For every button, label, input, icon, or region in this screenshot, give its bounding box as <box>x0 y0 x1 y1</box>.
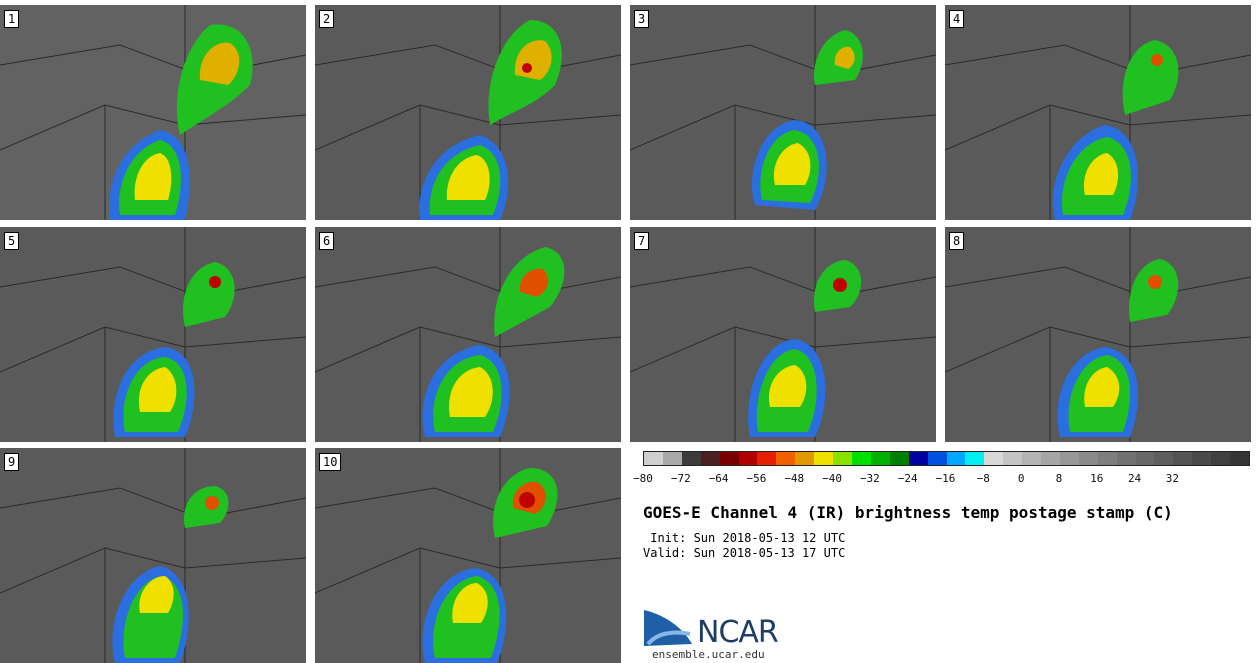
ir-map <box>630 5 936 220</box>
colorbar-swatch <box>1078 452 1098 465</box>
colorbar-swatch <box>1041 452 1060 465</box>
stamp-panel-6: 6 <box>315 227 621 442</box>
ir-map <box>315 227 621 442</box>
stamp-panel-8: 8 <box>945 227 1251 442</box>
ir-map <box>630 227 936 442</box>
colorbar-tick-label: −40 <box>822 472 842 485</box>
ir-map <box>945 227 1251 442</box>
panel-label: 5 <box>4 232 20 250</box>
colorbar-swatch <box>833 452 852 465</box>
stamp-panel-9: 9 <box>0 448 306 663</box>
colorbar-tick-label: 0 <box>1017 472 1025 485</box>
colorbar-swatch <box>1211 452 1231 465</box>
colorbar-swatch <box>889 452 909 465</box>
stamp-panel-7: 7 <box>630 227 936 442</box>
colorbar-swatch <box>1230 452 1249 465</box>
colorbar-swatch <box>1097 452 1117 465</box>
colorbar-swatch <box>965 452 985 465</box>
ir-map <box>315 448 621 663</box>
figure-title: GOES-E Channel 4 (IR) brightness temp po… <box>643 503 1173 522</box>
panel-label: 8 <box>949 232 965 250</box>
colorbar-swatch <box>757 452 777 465</box>
stamp-panel-2: 2 <box>315 5 621 220</box>
colorbar-tick-label: 16 <box>1090 472 1104 485</box>
panel-label: 10 <box>319 453 342 471</box>
colorbar-swatch <box>776 452 796 465</box>
ir-map <box>315 5 621 220</box>
colorbar-swatch <box>984 452 1004 465</box>
colorbar-swatch <box>814 452 834 465</box>
stamp-panel-10: 10 <box>315 448 621 663</box>
ir-map <box>945 5 1251 220</box>
colorbar-swatch <box>700 452 720 465</box>
colorbar-swatch <box>644 452 663 465</box>
colorbar-tick-label: 8 <box>1055 472 1063 485</box>
colorbar-tick-label: −16 <box>935 472 956 485</box>
colorbar-swatch <box>1116 452 1136 465</box>
panel-label: 1 <box>4 10 20 28</box>
colorbar-tick-label: −80 <box>633 472 653 485</box>
ir-map <box>0 227 306 442</box>
colorbar-tick-label: −24 <box>897 472 918 485</box>
colorbar-swatch <box>927 452 947 465</box>
colorbar-tick-label: −8 <box>976 472 990 485</box>
colorbar-swatch <box>1154 452 1174 465</box>
stamp-panel-4: 4 <box>945 5 1251 220</box>
colorbar-swatch <box>946 452 966 465</box>
panel-label: 3 <box>634 10 650 28</box>
colorbar-tick-label: −64 <box>708 472 729 485</box>
ir-map <box>0 448 306 663</box>
colorbar-swatch <box>681 452 701 465</box>
colorbar-tick-label: 24 <box>1127 472 1142 485</box>
colorbar-swatch <box>662 452 682 465</box>
panel-label: 7 <box>634 232 650 250</box>
colorbar-tick-label: −32 <box>859 472 880 485</box>
colorbar-tick-label: −48 <box>784 472 805 485</box>
panel-label: 2 <box>319 10 335 28</box>
panel-label: 4 <box>949 10 965 28</box>
ir-map <box>0 5 306 220</box>
colorbar-swatch <box>1059 452 1079 465</box>
stamp-panel-3: 3 <box>630 5 936 220</box>
colorbar-swatch <box>908 452 928 465</box>
colorbar-swatch <box>1022 452 1042 465</box>
colorbar <box>643 451 1250 466</box>
colorbar-swatch <box>738 452 758 465</box>
colorbar-swatch <box>1173 452 1193 465</box>
ncar-logo-text: NCAR <box>697 615 779 650</box>
colorbar-swatch <box>1192 452 1212 465</box>
colorbar-tick-label: −56 <box>746 472 767 485</box>
panel-label: 9 <box>4 453 20 471</box>
colorbar-swatch <box>851 452 871 465</box>
colorbar-swatch <box>870 452 890 465</box>
colorbar-swatch <box>719 452 739 465</box>
stamp-panel-1: 1 <box>0 5 306 220</box>
colorbar-tick-label: 32 <box>1165 472 1179 485</box>
valid-time: Valid: Sun 2018-05-13 17 UTC <box>643 546 846 560</box>
init-time: Init: Sun 2018-05-13 12 UTC <box>643 531 846 545</box>
panel-label: 6 <box>319 232 335 250</box>
site-url: ensemble.ucar.edu <box>652 648 765 661</box>
colorbar-swatch <box>795 452 815 465</box>
colorbar-swatch <box>1135 452 1155 465</box>
stamp-panel-5: 5 <box>0 227 306 442</box>
colorbar-tick-label: −72 <box>670 472 691 485</box>
colorbar-swatch <box>1003 452 1023 465</box>
ncar-logo-icon <box>644 610 692 646</box>
